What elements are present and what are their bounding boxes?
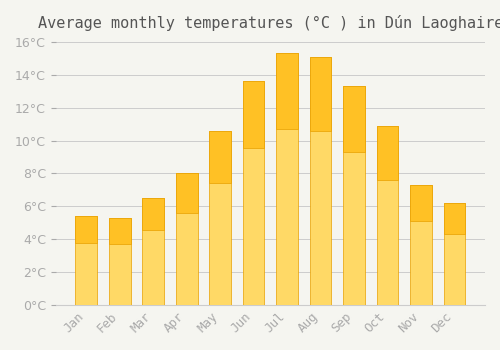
Bar [75, 216, 97, 305]
Bar [410, 185, 432, 221]
Bar [410, 185, 432, 305]
Title: Average monthly temperatures (°C ) in Dún Laoghaire: Average monthly temperatures (°C ) in Dú… [38, 15, 500, 31]
Bar [310, 57, 332, 305]
Bar [242, 81, 264, 148]
Bar [108, 218, 130, 244]
Bar [343, 86, 365, 305]
Bar [176, 174, 198, 305]
Bar [142, 198, 164, 305]
Bar [209, 131, 231, 305]
Bar [108, 218, 130, 305]
Bar [142, 198, 164, 230]
Bar [343, 86, 365, 152]
Bar [310, 57, 332, 131]
Bar [75, 216, 97, 243]
Bar [242, 81, 264, 305]
Bar [209, 131, 231, 183]
Bar [376, 126, 398, 180]
Bar [276, 54, 298, 305]
Bar [176, 174, 198, 213]
Bar [444, 203, 466, 305]
Bar [444, 203, 466, 234]
Bar [276, 54, 298, 129]
Bar [376, 126, 398, 305]
